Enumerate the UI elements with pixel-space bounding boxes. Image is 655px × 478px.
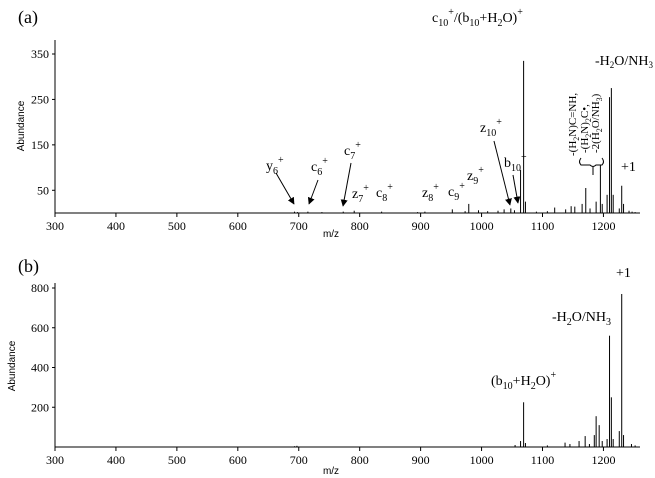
annotation-c7: c7+	[344, 140, 361, 162]
y-tick-label: 350	[31, 47, 49, 61]
x-tick-label: 700	[290, 219, 308, 233]
annotation-z7: z7+	[352, 183, 369, 205]
y-tick-label: 150	[31, 138, 49, 152]
arrow-y6	[275, 172, 295, 205]
arrow-c6	[307, 179, 319, 205]
x-tick-label: 900	[412, 219, 430, 233]
water-ammonia-loss-label-b: -H2O/NH3	[552, 310, 611, 328]
panel-b-x-ticks: 300 400 500 600 700 800 900 1000 1100 1200	[46, 447, 615, 467]
annotation-z8: z8+	[422, 182, 439, 204]
panel-a: (a) 50 150 250 350 300 400 500 600 700 800 900 100…	[16, 7, 654, 240]
x-tick-label: 1100	[531, 453, 555, 467]
x-tick-label: 800	[351, 219, 369, 233]
x-tick-label: 300	[46, 219, 64, 233]
arrow-b10	[512, 174, 521, 204]
x-tick-label: 600	[229, 453, 247, 467]
x-tick-label: 1000	[470, 219, 494, 233]
panel-b-x-axis-label: m/z	[323, 466, 339, 477]
y-tick-label: 250	[31, 92, 49, 106]
arrow-z10	[493, 140, 512, 206]
annotation-y6: y6+	[266, 155, 284, 177]
x-tick-label: 800	[351, 453, 369, 467]
charge-reduced-label-b: +1	[616, 266, 631, 281]
x-tick-label: 1100	[531, 219, 555, 233]
panel-b-y-ticks: 200 400 600 800	[31, 281, 55, 414]
charge-reduced-label-a: +1	[621, 160, 636, 175]
panel-b: (b) 200 400 600 800 300 400 500 600 700 800 900 10…	[7, 256, 640, 477]
y-tick-label: 600	[31, 321, 49, 335]
x-tick-label: 300	[46, 453, 64, 467]
annotation-z9: z9+	[467, 165, 484, 187]
x-tick-label: 600	[229, 219, 247, 233]
y-tick-label: 800	[31, 281, 49, 295]
panel-a-x-ticks: 300 400 500 600 700 800 900 1000 1100 1200	[46, 213, 615, 233]
y-tick-label: 400	[31, 361, 49, 375]
arrow-c7	[340, 162, 352, 207]
x-tick-label: 400	[107, 219, 125, 233]
annotation-z10: z10+	[480, 117, 502, 139]
y-tick-label: 200	[31, 400, 49, 414]
b10-water-label: (b10+H2O)+	[491, 370, 556, 392]
panel-a-y-axis-label: Abundance	[16, 100, 27, 151]
neutral-loss-line-3: -2(H2O/NH3)	[590, 93, 604, 153]
x-tick-label: 400	[107, 453, 125, 467]
panel-a-label: (a)	[18, 7, 38, 28]
x-tick-label: 900	[412, 453, 430, 467]
top-peak-label: c10+/(b10+H2O)+	[432, 7, 523, 29]
panel-b-peaks	[293, 293, 636, 447]
neutral-loss-line-1: -(H2N)C=NH,	[567, 93, 581, 156]
x-tick-label: 500	[168, 219, 186, 233]
water-ammonia-loss-label-a: -H2O/NH3	[595, 54, 654, 70]
annotation-b10: b10+	[504, 152, 527, 174]
panel-b-y-axis-label: Abundance	[7, 340, 18, 391]
annotation-c8: c8+	[376, 182, 393, 204]
panel-a-y-ticks: 50 150 250 350	[31, 47, 55, 197]
annotation-c9: c9+	[448, 181, 465, 203]
neutral-loss-bracket	[579, 157, 604, 167]
x-tick-label: 1200	[591, 219, 615, 233]
x-tick-label: 700	[290, 453, 308, 467]
x-tick-label: 1200	[591, 453, 615, 467]
neutral-loss-line-2: -(H2N)2C•,	[579, 104, 593, 153]
panel-a-x-axis-label: m/z	[323, 229, 339, 240]
x-tick-label: 500	[168, 453, 186, 467]
annotation-c6: c6+	[311, 156, 328, 178]
x-tick-label: 1000	[470, 453, 494, 467]
panel-b-label: (b)	[18, 256, 39, 277]
y-tick-label: 50	[37, 183, 49, 197]
neutral-loss-labels: -(H2N)C=NH, -(H2N)2C•, -2(H2O/NH3)	[567, 93, 604, 175]
